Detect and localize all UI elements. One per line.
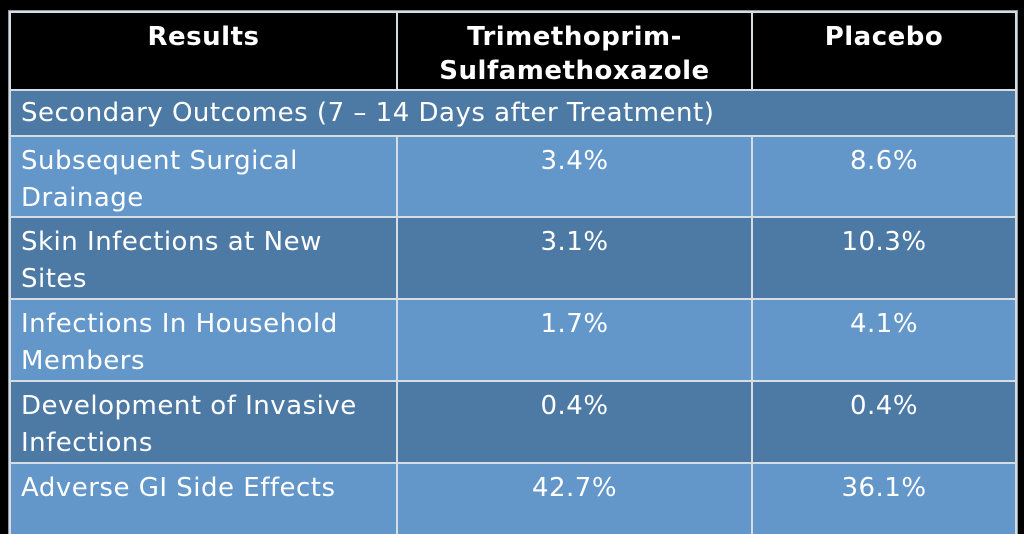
section-header-label: Secondary Outcomes (7 – 14 Days after Tr… (9, 88, 1017, 137)
placebo-value: 0.4% (751, 380, 1017, 464)
column-header-placebo: Placebo (751, 11, 1017, 91)
placebo-value: 8.6% (751, 134, 1017, 219)
row-label: Adverse GI Side Effects (9, 461, 398, 534)
table-header-row: Results Trimethoprim-Sulfamethoxazole Pl… (9, 11, 1017, 91)
secondary-outcomes-table: Results Trimethoprim-Sulfamethoxazole Pl… (9, 11, 1017, 534)
column-header-results: Results (9, 11, 398, 91)
column-header-trimethoprim-sulfamethoxazole: Trimethoprim-Sulfamethoxazole (396, 11, 753, 91)
treatment-value: 42.7% (396, 461, 753, 534)
treatment-value: 1.7% (396, 298, 753, 383)
table-row-adverse-gi-side-effects: Adverse GI Side Effects 42.7% 36.1% (9, 461, 1017, 534)
results-table: Results Trimethoprim-Sulfamethoxazole Pl… (8, 10, 1018, 534)
row-label: Development of Invasive Infections (9, 380, 398, 464)
treatment-value: 0.4% (396, 380, 753, 464)
placebo-value: 4.1% (751, 298, 1017, 383)
row-label: Subsequent Surgical Drainage (9, 134, 398, 219)
row-label: Skin Infections at New Sites (9, 216, 398, 301)
placebo-value: 36.1% (751, 461, 1017, 534)
table-row-skin-infections-new-sites: Skin Infections at New Sites 3.1% 10.3% (9, 216, 1017, 301)
row-label: Infections In Household Members (9, 298, 398, 383)
section-header-row: Secondary Outcomes (7 – 14 Days after Tr… (9, 88, 1017, 137)
placebo-value: 10.3% (751, 216, 1017, 301)
treatment-value: 3.1% (396, 216, 753, 301)
treatment-value: 3.4% (396, 134, 753, 219)
table-row-infections-household-members: Infections In Household Members 1.7% 4.1… (9, 298, 1017, 383)
table-row-subsequent-surgical-drainage: Subsequent Surgical Drainage 3.4% 8.6% (9, 134, 1017, 219)
table-row-development-invasive-infections: Development of Invasive Infections 0.4% … (9, 380, 1017, 464)
